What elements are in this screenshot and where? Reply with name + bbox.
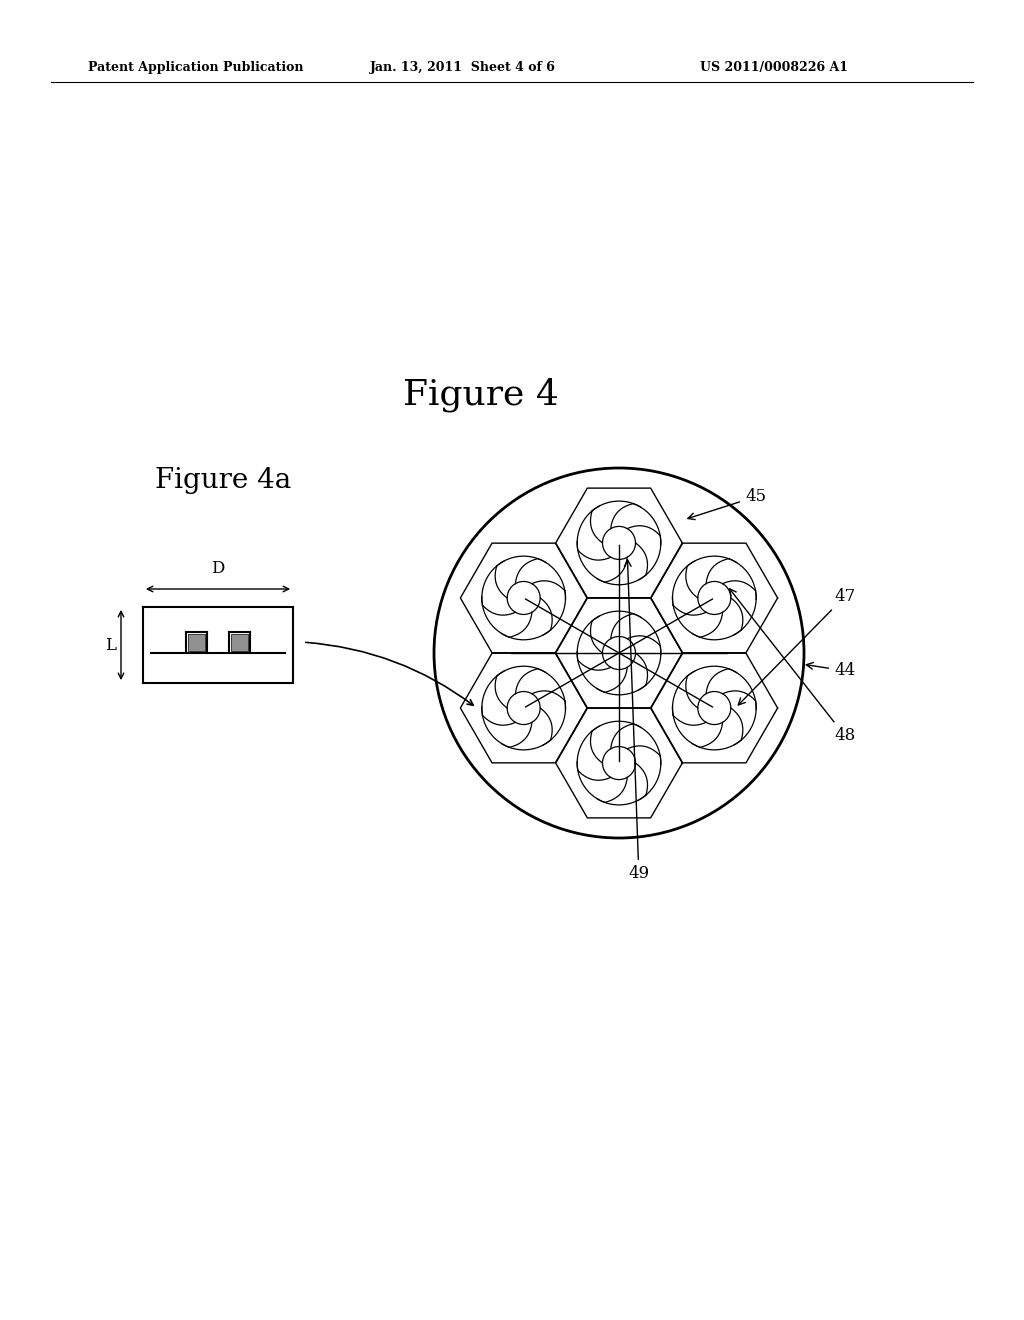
Text: 47: 47 — [738, 589, 855, 705]
Bar — [187, 634, 205, 651]
Text: Patent Application Publication: Patent Application Publication — [88, 62, 303, 74]
Bar — [231, 634, 248, 651]
Text: 49: 49 — [625, 560, 649, 882]
Text: Jan. 13, 2011  Sheet 4 of 6: Jan. 13, 2011 Sheet 4 of 6 — [370, 62, 556, 74]
Text: L: L — [105, 636, 117, 653]
Text: 45: 45 — [688, 488, 766, 520]
Text: 44: 44 — [806, 663, 855, 680]
Text: 48: 48 — [729, 589, 855, 744]
Text: US 2011/0008226 A1: US 2011/0008226 A1 — [700, 62, 848, 74]
Text: D: D — [211, 560, 224, 577]
Text: Figure 4a: Figure 4a — [155, 466, 291, 494]
Text: Figure 4: Figure 4 — [403, 378, 559, 412]
